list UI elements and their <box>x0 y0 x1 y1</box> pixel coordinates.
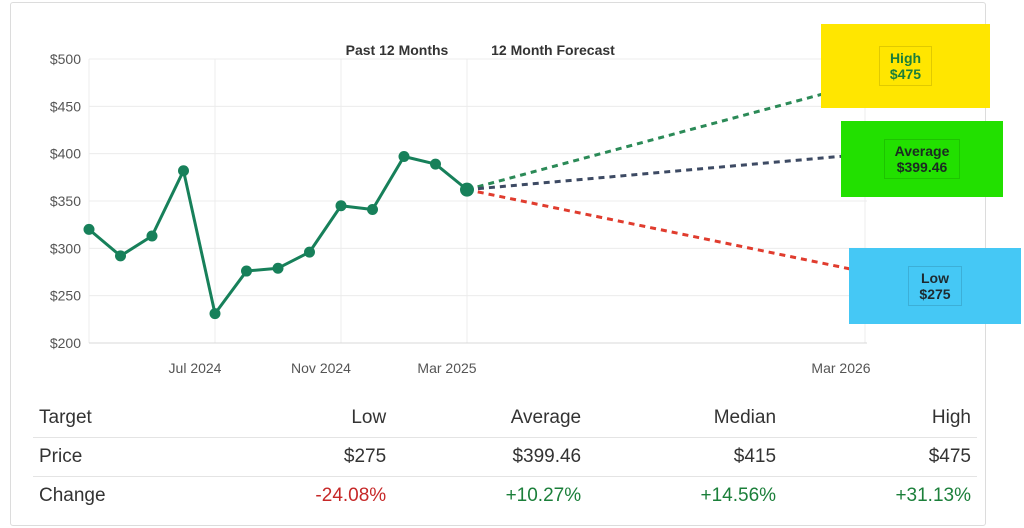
price-high: $475 <box>782 437 977 477</box>
y-tick-label: $250 <box>50 288 81 304</box>
change-low: -24.08% <box>315 485 387 506</box>
high-callout-inner: High $475 <box>878 46 933 86</box>
y-axis: $500 $450 $400 $350 $300 $250 $200 <box>50 51 81 351</box>
forecast-average-line <box>466 152 866 192</box>
x-tick-label: Jul 2024 <box>169 360 222 376</box>
data-point <box>178 165 189 177</box>
forecast-low-line <box>466 188 866 274</box>
change-median: +14.56% <box>700 485 777 506</box>
y-tick-label: $500 <box>50 51 81 67</box>
data-point <box>83 223 95 235</box>
forecast-card: $500 $450 $400 $350 $300 $250 $200 Jul 2024 Nov… <box>10 2 1021 526</box>
grid <box>88 58 867 344</box>
table-header-row: Target Low Average Median High <box>33 399 977 438</box>
header-average: Average <box>392 399 588 438</box>
price-median: $415 <box>587 437 783 477</box>
x-axis: Jul 2024 Nov 2024 Mar 2025 Mar 2026 <box>169 360 871 376</box>
header-target: Target <box>33 399 208 438</box>
price-target-table: Target Low Average Median High Price $27… <box>33 399 977 515</box>
change-average: +10.27% <box>505 485 582 506</box>
y-tick-label: $450 <box>50 98 81 114</box>
low-forecast-callout: Low $275 <box>849 248 1021 324</box>
data-point <box>367 204 378 216</box>
header-low: Low <box>207 399 393 438</box>
forecast-lines <box>466 81 866 274</box>
low-callout-label: Low <box>921 270 949 286</box>
row-label-price: Price <box>33 437 208 477</box>
high-forecast-callout: High $475 <box>821 24 990 108</box>
low-callout-value: $275 <box>919 286 951 302</box>
high-callout-label: High <box>889 50 922 66</box>
data-point <box>430 158 441 170</box>
row-label-change: Change <box>39 485 106 506</box>
past-12-months-label: Past 12 Months <box>346 42 449 58</box>
data-point <box>241 265 252 277</box>
12-month-forecast-label: 12 Month Forecast <box>491 42 615 58</box>
past-series <box>83 151 474 320</box>
data-point <box>146 230 158 242</box>
header-high: High <box>782 399 977 438</box>
data-point <box>115 250 126 262</box>
average-forecast-callout: Average $399.46 <box>841 121 1003 197</box>
data-point <box>335 200 347 212</box>
average-callout-inner: Average $399.46 <box>883 139 961 179</box>
data-point <box>398 151 410 163</box>
data-point <box>304 246 315 258</box>
data-point <box>209 308 221 320</box>
y-tick-label: $200 <box>50 335 81 351</box>
data-point <box>272 262 284 274</box>
forecast-high-line <box>466 81 866 192</box>
x-tick-label: Nov 2024 <box>291 360 351 376</box>
high-callout-value: $475 <box>889 66 922 82</box>
y-tick-label: $300 <box>50 240 81 256</box>
average-callout-label: Average <box>894 143 950 159</box>
low-callout-inner: Low $275 <box>908 266 962 306</box>
x-tick-label: Mar 2025 <box>417 360 476 376</box>
x-tick-label: Mar 2026 <box>811 360 870 376</box>
table-row: Change -24.08% +10.27% +14.56% +31.13% <box>33 477 977 516</box>
data-point <box>460 182 474 197</box>
average-callout-value: $399.46 <box>896 159 948 175</box>
y-tick-label: $400 <box>50 146 81 162</box>
price-average: $399.46 <box>392 437 588 477</box>
y-tick-label: $350 <box>50 193 81 209</box>
table-row: Price $275 $399.46 $415 $475 <box>33 437 977 477</box>
past-series-line <box>88 155 468 316</box>
header-median: Median <box>587 399 783 438</box>
price-low: $275 <box>207 437 393 477</box>
change-high: +31.13% <box>895 485 971 506</box>
